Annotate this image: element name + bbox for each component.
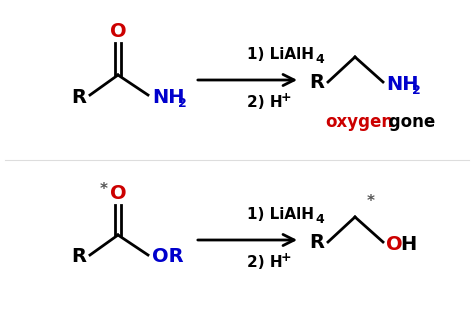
Text: R: R [71,247,86,267]
Text: OR: OR [152,247,183,267]
Text: 4: 4 [315,213,324,226]
Text: *: * [100,182,108,197]
Text: R: R [71,87,86,107]
Text: NH: NH [152,87,184,107]
Text: 2) H: 2) H [247,95,283,110]
Text: 1) LiAlH: 1) LiAlH [247,207,314,222]
Text: O: O [109,22,126,41]
Text: NH: NH [386,75,419,93]
Text: 2: 2 [178,97,187,109]
Text: H: H [400,235,416,253]
Text: oxygen: oxygen [325,113,393,131]
Text: 1) LiAlH: 1) LiAlH [247,47,314,62]
Text: 2: 2 [412,84,421,97]
Text: O: O [109,184,126,203]
Text: +: + [281,91,292,104]
Text: gone: gone [383,113,435,131]
Text: *: * [367,194,375,209]
Text: R: R [309,73,324,92]
Text: R: R [309,233,324,252]
Text: 4: 4 [315,53,324,66]
Text: +: + [281,251,292,264]
Text: 2) H: 2) H [247,255,283,270]
Text: O: O [386,235,402,253]
